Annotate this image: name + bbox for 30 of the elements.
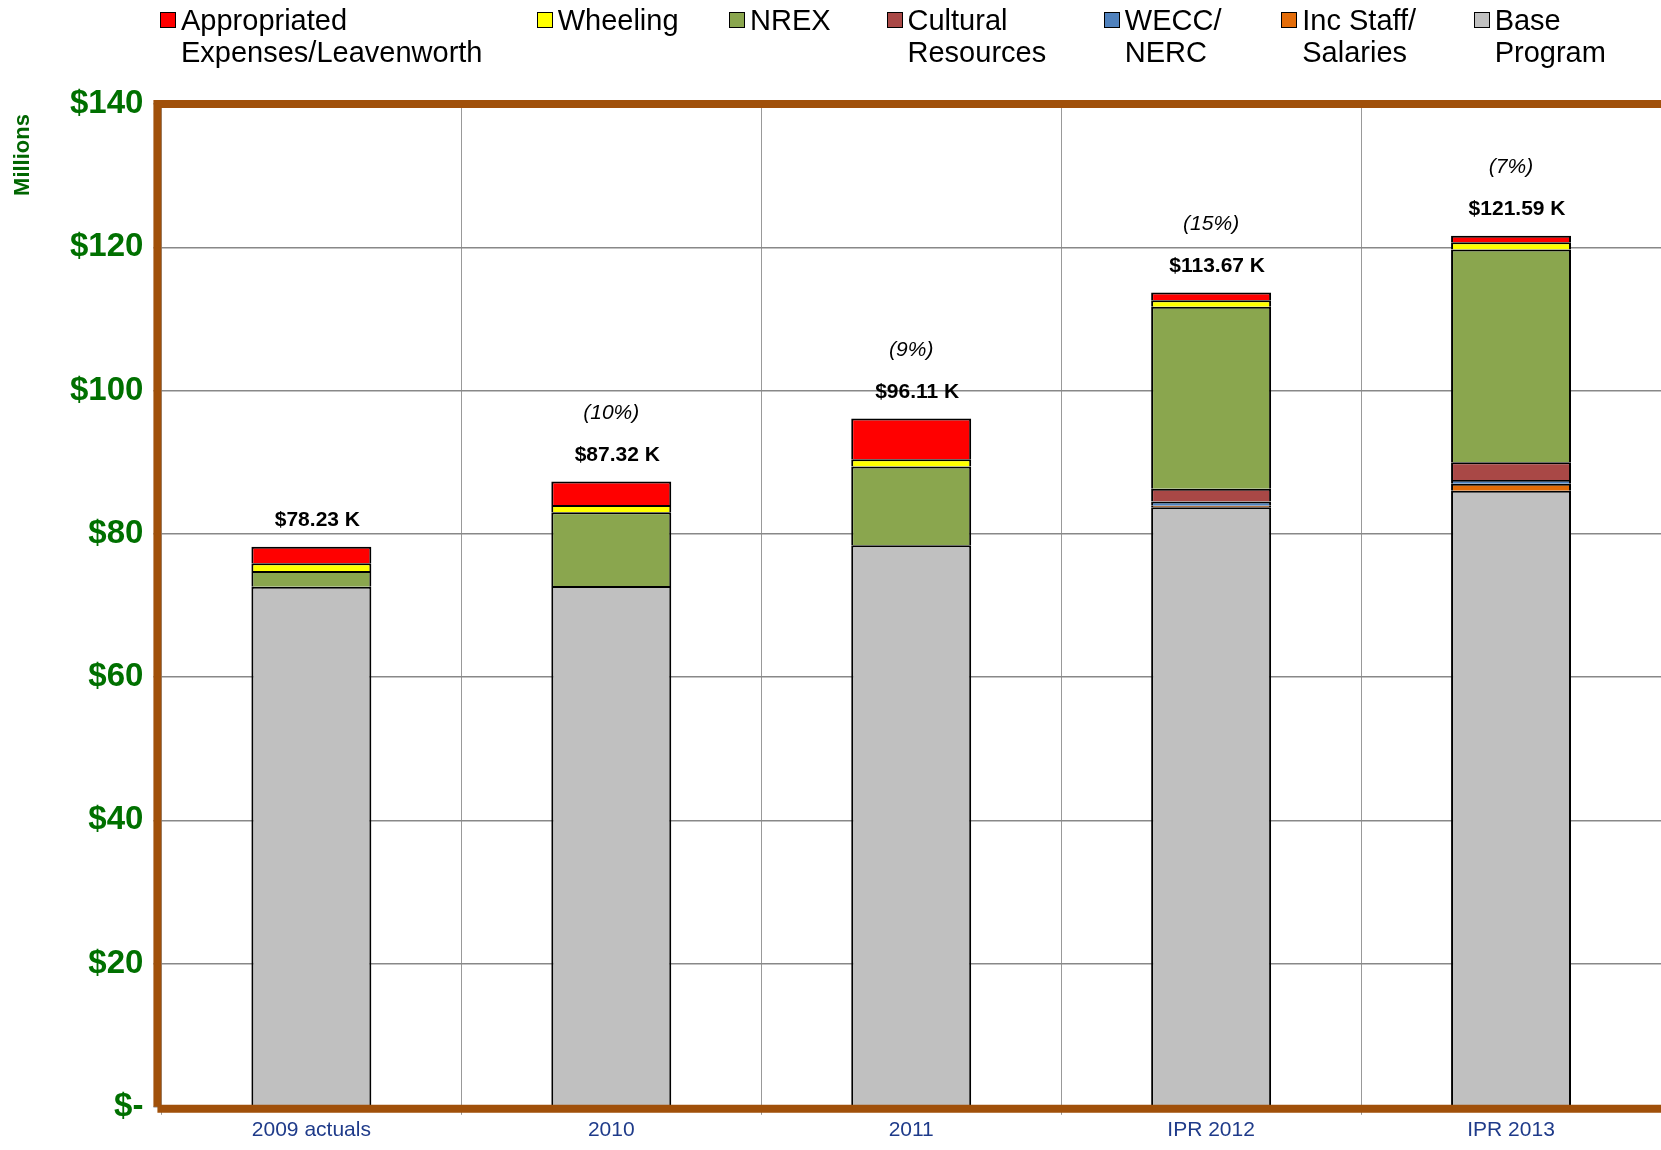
legend-label: Base Program [1494, 4, 1607, 68]
legend-label: Inc Staff/ Salaries [1302, 4, 1418, 68]
total-label: $96.11 K [875, 378, 960, 402]
y-tick-label: $60 [88, 656, 144, 694]
y-tick-label: $40 [88, 799, 144, 837]
legend-label: Cultural Resources [907, 4, 1048, 68]
annotation: (10%) [583, 399, 640, 423]
legend-label: Wheeling [557, 4, 679, 36]
total-label: $121.59 K [1468, 196, 1566, 220]
y-tick-label: $140 [69, 83, 144, 121]
annotation: (15%) [1183, 210, 1240, 234]
y-tick-label: $100 [69, 369, 144, 407]
annotation: (9%) [889, 336, 934, 360]
x-tick-label: IPR 2012 [1167, 1117, 1255, 1141]
x-tick-label: IPR 2013 [1467, 1117, 1555, 1141]
y-tick-label: $80 [88, 512, 144, 550]
y-tick-label: $- [114, 1085, 144, 1123]
x-tick-label: 2009 actuals [251, 1117, 371, 1141]
legend-label: Appropriated Expenses/Leavenworth [181, 4, 484, 68]
x-tick-label: 2010 [587, 1117, 635, 1141]
legend-label: WECC/ NERC [1124, 4, 1223, 68]
total-label: $113.67 K [1169, 252, 1266, 276]
y-tick-label: $20 [88, 942, 144, 980]
x-tick-label: 2011 [888, 1117, 934, 1141]
total-label: $87.32 K [574, 441, 660, 465]
total-label: $78.23 K [274, 506, 360, 530]
annotation: (7%) [1488, 154, 1534, 178]
y-tick-label: $120 [69, 226, 144, 264]
y-axis-title: Millions [9, 114, 35, 196]
legend-label: NREX [750, 4, 831, 36]
